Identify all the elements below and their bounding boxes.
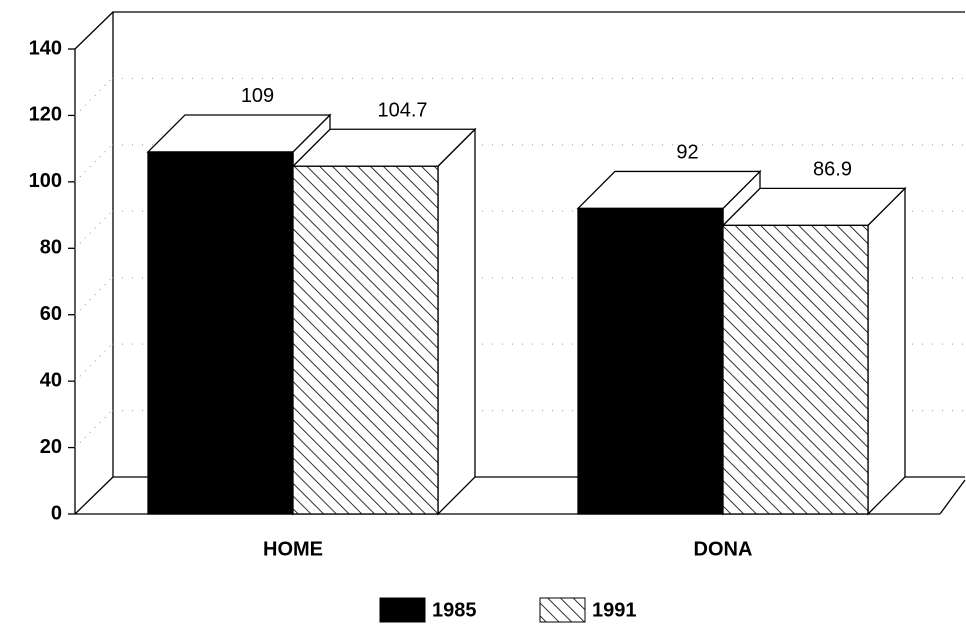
bar (722, 224, 869, 515)
y-tick-label: 140 (29, 37, 62, 59)
bar-side (867, 186, 906, 516)
grid-line (74, 277, 113, 316)
bar-side (437, 127, 476, 516)
legend-swatch (379, 597, 426, 623)
grid-line (74, 144, 113, 183)
x-tick-label: DONA (694, 538, 753, 560)
bar (292, 165, 439, 515)
y-tick-label: 40 (40, 369, 62, 391)
y-tick-label: 120 (29, 104, 62, 126)
y-tick-label: 20 (40, 436, 62, 458)
bar (577, 207, 724, 515)
bar (147, 151, 294, 515)
y-tick-label: 100 (29, 170, 62, 192)
grid-line (74, 343, 113, 382)
value-label: 109 (241, 85, 274, 107)
x-tick-label: HOME (263, 538, 323, 560)
y-tick-label: 60 (40, 303, 62, 325)
value-label: 92 (676, 142, 698, 164)
value-label: 86.9 (813, 159, 852, 181)
grid-line (74, 78, 113, 116)
legend-label: 1985 (432, 599, 477, 621)
legend-swatch (539, 597, 586, 623)
value-label: 104.7 (377, 100, 427, 122)
grid-line (74, 210, 113, 249)
y-tick-label: 80 (40, 237, 62, 259)
grid-line (74, 410, 113, 448)
y-tick-label: 0 (51, 502, 62, 524)
legend-label: 1991 (592, 599, 637, 621)
